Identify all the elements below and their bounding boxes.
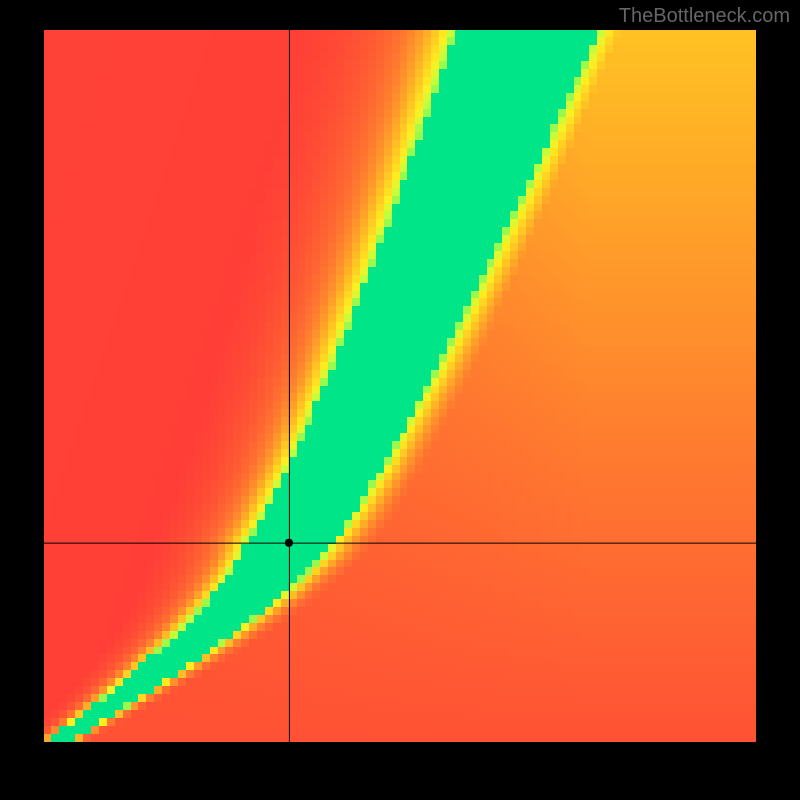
- watermark-text: TheBottleneck.com: [619, 5, 790, 28]
- heatmap-canvas: [44, 30, 756, 742]
- chart-container: TheBottleneck.com: [0, 0, 800, 800]
- heatmap-plot: [44, 30, 756, 742]
